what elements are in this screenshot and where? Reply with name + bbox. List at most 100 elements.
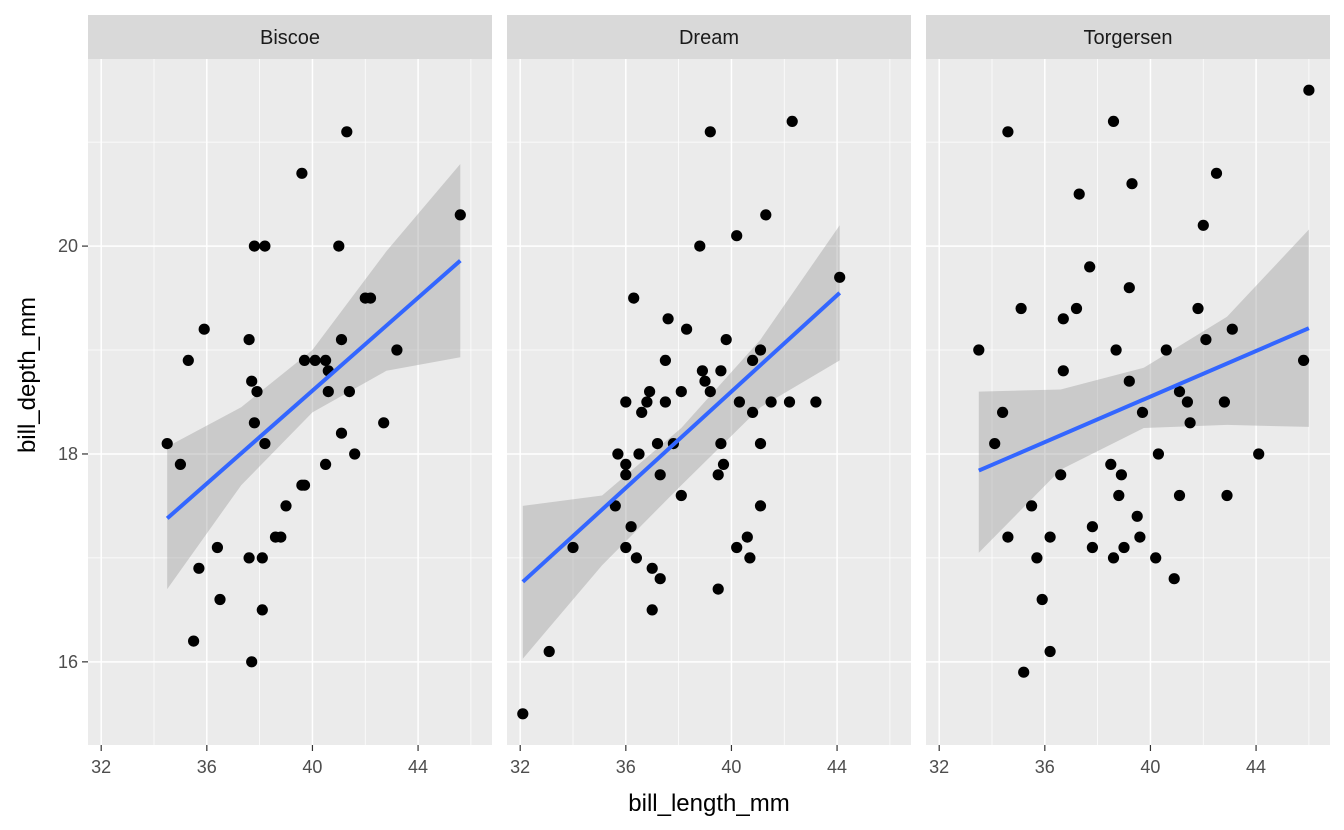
data-point	[309, 354, 321, 366]
x-tick-label: 36	[197, 757, 217, 777]
data-point	[731, 541, 743, 554]
data-point	[783, 396, 796, 408]
data-point	[320, 354, 332, 366]
data-point	[1026, 500, 1038, 512]
data-point	[343, 386, 355, 398]
data-point	[651, 438, 664, 450]
data-point	[333, 240, 345, 252]
data-point	[644, 386, 656, 398]
data-point	[1134, 531, 1146, 543]
data-point	[1150, 552, 1162, 564]
data-point	[625, 521, 637, 533]
data-point	[659, 396, 672, 408]
data-point	[378, 417, 390, 429]
data-point	[630, 552, 643, 564]
data-point	[636, 406, 648, 418]
data-point	[454, 209, 466, 221]
data-point	[810, 396, 822, 408]
data-point	[1086, 541, 1098, 554]
data-point	[322, 386, 334, 398]
data-point	[1044, 531, 1056, 543]
data-point	[747, 354, 759, 366]
data-point	[248, 417, 260, 429]
data-point	[754, 438, 767, 450]
data-point	[1107, 115, 1120, 127]
data-point	[211, 541, 223, 554]
facet-panel-torgersen: Torgersen 32 36 40 44	[926, 15, 1330, 777]
data-point	[760, 209, 772, 221]
data-point	[275, 531, 287, 543]
data-point	[161, 438, 173, 450]
data-point	[248, 240, 260, 252]
data-point	[973, 344, 985, 356]
data-point	[754, 500, 767, 512]
data-point	[1131, 510, 1143, 522]
plot-panel	[88, 59, 492, 745]
data-point	[567, 541, 579, 554]
data-point	[1044, 645, 1056, 658]
data-point	[198, 323, 210, 335]
data-point	[182, 354, 194, 366]
data-point	[646, 562, 658, 574]
data-point	[699, 375, 711, 387]
x-tick-label: 44	[408, 757, 428, 777]
data-point	[1192, 302, 1204, 315]
data-point	[609, 500, 621, 512]
data-point	[1152, 448, 1164, 460]
data-point	[259, 438, 271, 450]
data-point	[712, 583, 724, 595]
data-point	[256, 604, 268, 616]
data-point	[335, 334, 348, 346]
data-point	[659, 354, 672, 366]
data-point	[717, 458, 730, 470]
x-tick-label: 44	[827, 757, 847, 777]
data-point	[1160, 344, 1172, 356]
facet-strip-label: Biscoe	[260, 27, 320, 49]
data-point	[1200, 334, 1212, 346]
data-point	[754, 344, 767, 356]
data-point	[694, 240, 706, 252]
data-point	[786, 115, 798, 127]
data-point	[1123, 282, 1135, 294]
data-point	[1057, 313, 1069, 325]
data-point	[1002, 531, 1014, 543]
y-tick-label: 18	[58, 444, 78, 464]
data-point	[704, 126, 716, 138]
data-point	[1184, 417, 1196, 429]
data-point	[834, 271, 846, 283]
data-point	[1303, 84, 1315, 96]
data-point	[1123, 375, 1135, 387]
data-point	[320, 458, 332, 470]
data-point	[696, 365, 709, 377]
data-point	[543, 645, 555, 658]
data-point	[662, 313, 674, 325]
data-point	[1084, 261, 1096, 273]
data-point	[612, 448, 624, 460]
data-point	[517, 708, 529, 720]
data-point	[681, 323, 693, 335]
data-point	[1057, 365, 1069, 377]
data-point	[715, 438, 727, 450]
plot-panel	[507, 59, 911, 745]
data-point	[620, 458, 632, 470]
data-point	[620, 541, 632, 554]
confidence-band	[167, 164, 461, 590]
confidence-band	[522, 225, 840, 659]
data-point	[654, 573, 666, 585]
data-point	[1018, 666, 1030, 678]
data-point	[989, 438, 1001, 450]
data-point	[704, 386, 716, 398]
data-point	[1115, 469, 1127, 481]
data-point	[1107, 552, 1120, 564]
data-point	[1197, 219, 1209, 231]
data-point	[1070, 302, 1083, 315]
facet-panel-biscoe: Biscoe 32 36 40 44	[88, 15, 492, 777]
data-point	[341, 126, 353, 138]
data-point	[628, 292, 640, 304]
data-point	[214, 593, 226, 606]
data-point	[193, 562, 205, 574]
data-point	[391, 344, 403, 356]
data-point	[1118, 541, 1130, 554]
data-point	[654, 469, 666, 481]
data-point	[243, 552, 255, 564]
